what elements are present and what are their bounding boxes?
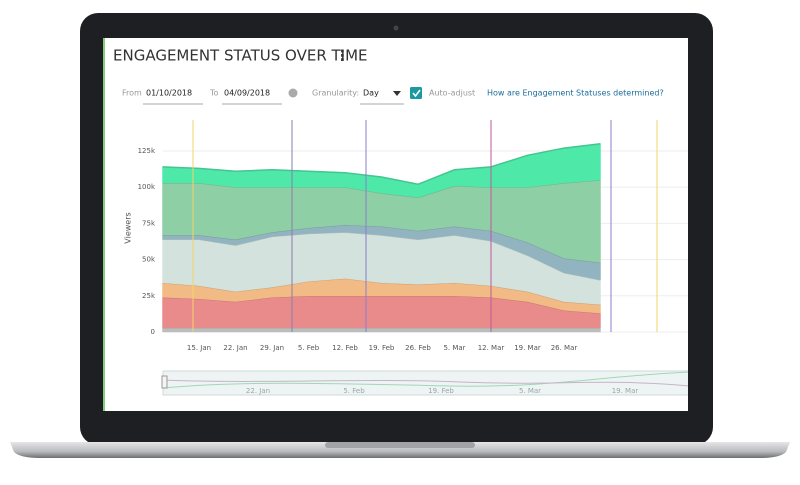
y-axis-title: Viewers (124, 212, 133, 243)
x-tick-label: 26. Feb (405, 344, 431, 352)
to-label: To (209, 89, 219, 98)
from-label: From (122, 89, 142, 98)
menu-icon[interactable]: ⋮ (335, 47, 350, 65)
annotations (192, 120, 658, 332)
app: ENGAGEMENT STATUS OVER TIME ⋮ From 01/10… (113, 47, 693, 396)
x-tick-label: 12. Mar (478, 344, 505, 352)
x-tick-label: 5. Mar (443, 344, 465, 352)
y-tick-label: 75k (142, 219, 156, 227)
x-tick-label: 5. Feb (298, 344, 320, 352)
x-tick-label: 12. Feb (332, 344, 358, 352)
auto-adjust-label: Auto-adjust (429, 89, 475, 98)
y-tick-label: 125k (138, 147, 156, 155)
area-edge (162, 142, 601, 186)
navigator-label: 19. Feb (428, 387, 454, 395)
x-tick-label: 19. Feb (369, 344, 395, 352)
navigator-line (162, 379, 688, 387)
to-date[interactable]: 04/09/2018 (224, 89, 270, 98)
y-tick-label: 100k (138, 183, 156, 191)
x-tick-label: 15. Jan (187, 344, 211, 352)
notch (325, 442, 475, 448)
granularity-label: Granularity: (312, 89, 359, 98)
x-tick-label: 19. Mar (514, 344, 541, 352)
y-tick-label: 50k (142, 256, 156, 264)
dropdown-arrow (393, 91, 401, 96)
from-date[interactable]: 01/10/2018 (146, 89, 192, 98)
navigator-label: 5. Mar (519, 387, 541, 395)
y-tick-label: 0 (151, 328, 155, 336)
navigator-label: 19. Mar (612, 387, 639, 395)
info-icon[interactable] (288, 88, 298, 98)
laptop-base (10, 442, 790, 458)
checkbox[interactable] (410, 87, 422, 99)
x-tick-label: 22. Jan (223, 344, 247, 352)
navigator[interactable]: 22. Jan 5. Feb 19. Feb 5. Mar 19. Mar (161, 370, 693, 396)
y-tick-label: 25k (142, 292, 156, 300)
checkmark (412, 89, 421, 98)
x-tick-label: 29. Jan (260, 344, 284, 352)
navigator-label: 5. Feb (343, 387, 365, 395)
granularity-select[interactable]: Day (363, 89, 379, 98)
navigator-label: 22. Jan (246, 387, 270, 395)
camera (393, 25, 399, 31)
navigator-bg (162, 370, 688, 396)
navigator-line (162, 371, 688, 389)
navigator-handle[interactable] (161, 375, 168, 389)
title: ENGAGEMENT STATUS OVER TIME (113, 47, 368, 65)
x-tick-label: 26. Mar (551, 344, 578, 352)
help-link[interactable]: How are Engagement Statuses determined? (487, 89, 664, 98)
screen-edge (103, 38, 105, 411)
